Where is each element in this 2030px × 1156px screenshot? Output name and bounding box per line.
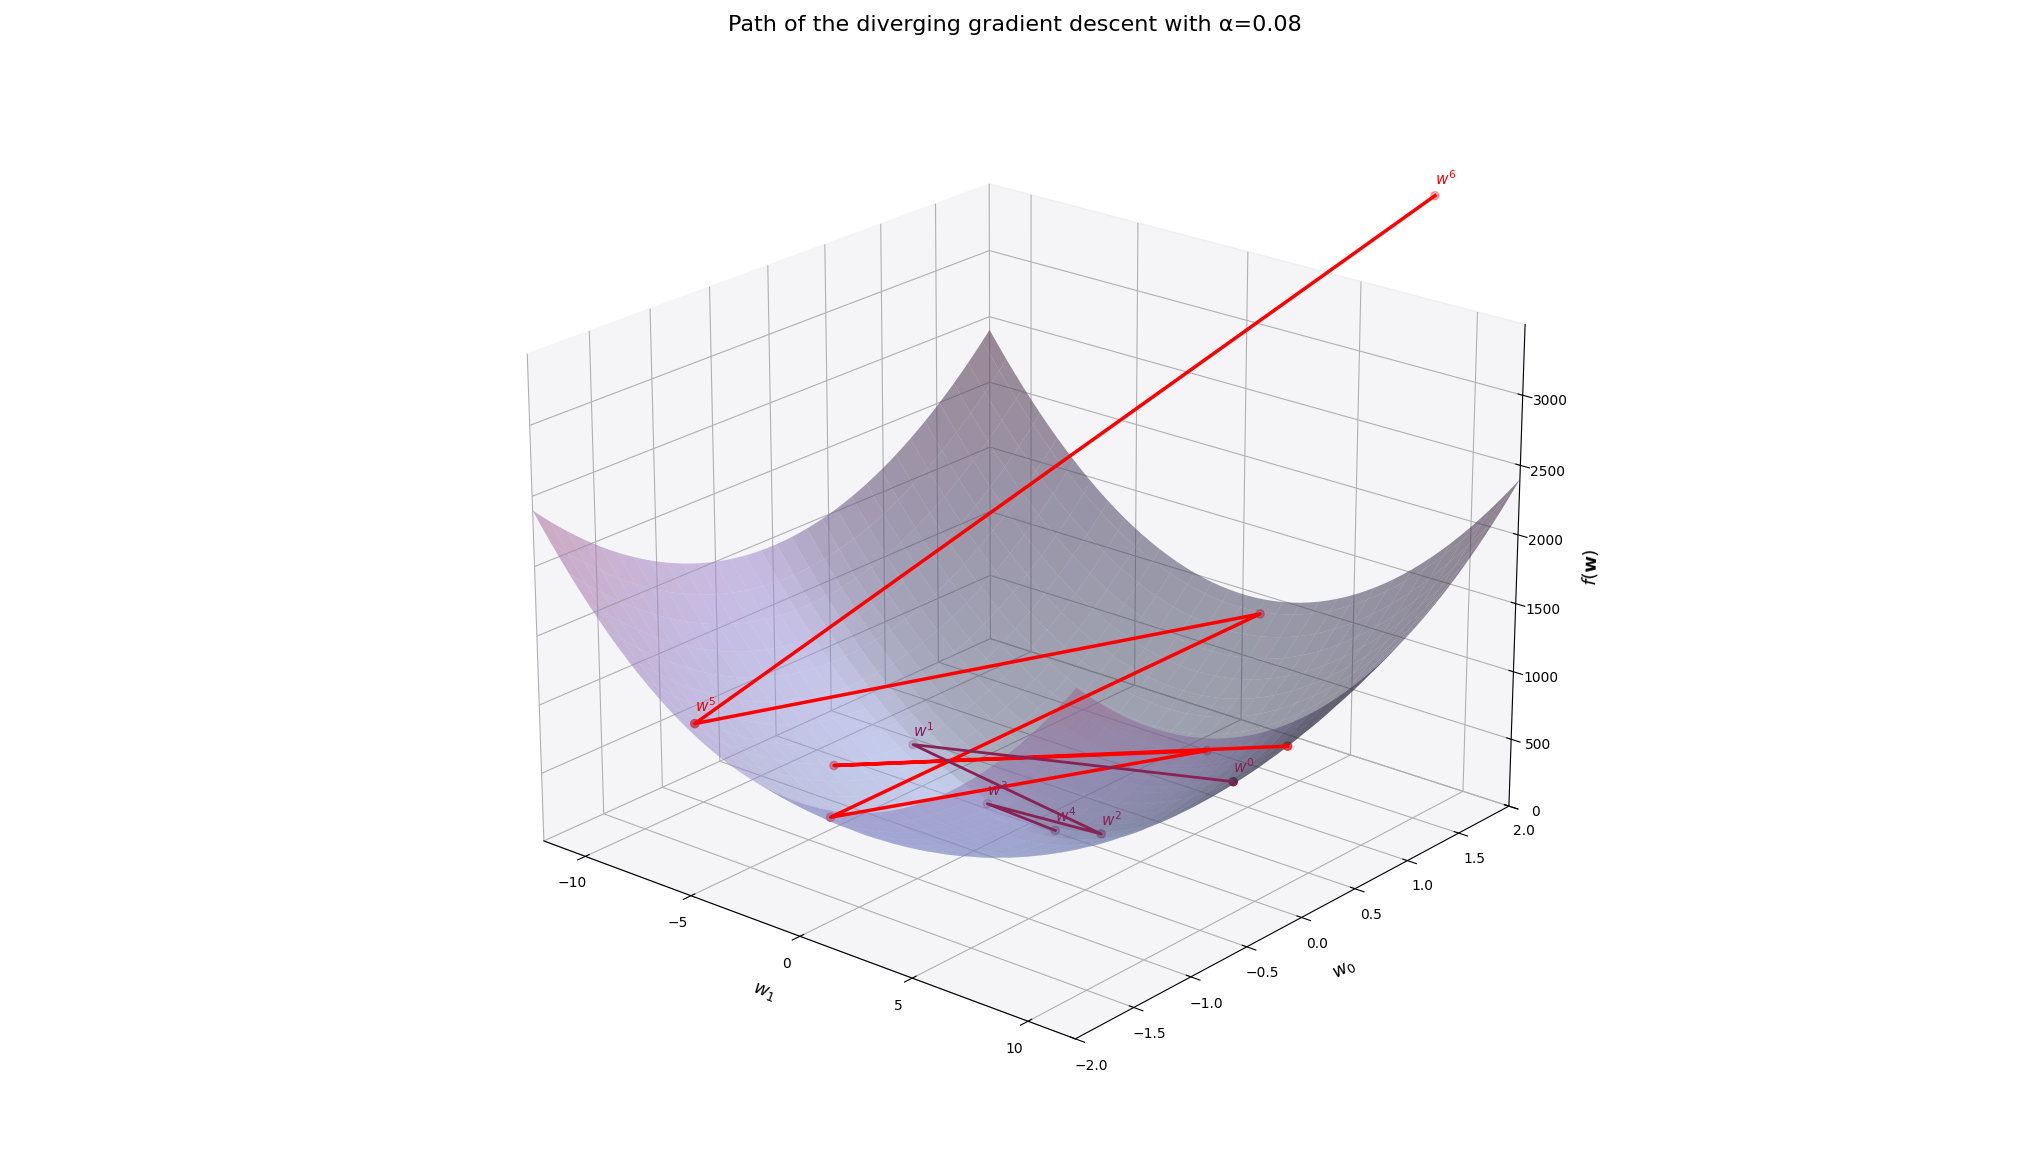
Title: Path of the diverging gradient descent with α=0.08: Path of the diverging gradient descent w… <box>729 15 1301 35</box>
Y-axis label: $w_0$: $w_0$ <box>1330 956 1358 983</box>
X-axis label: $w_1$: $w_1$ <box>749 979 777 1005</box>
